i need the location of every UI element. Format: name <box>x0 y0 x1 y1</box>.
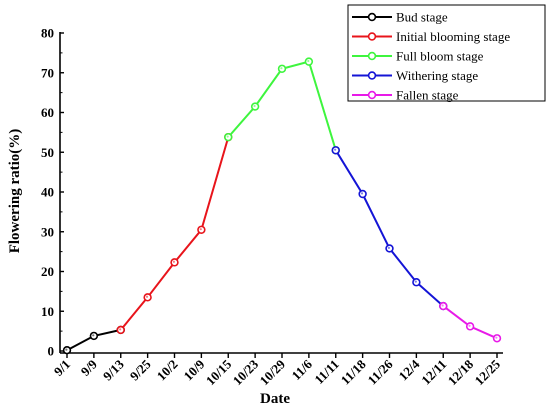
y-axis-title: Flowering ratio(%) <box>7 129 23 254</box>
legend: Bud stage Initial blooming stage Full bloo… <box>347 4 546 103</box>
x-tick-label: 9/9 <box>78 356 101 379</box>
data-point-highlight <box>253 104 256 108</box>
legend-label: Bud stage <box>396 10 448 25</box>
legend-item: Fallen stage <box>352 88 459 103</box>
y-tick-label: 70 <box>41 65 54 80</box>
series-bud-stage <box>62 325 125 355</box>
y-tick-label: 20 <box>41 264 54 279</box>
data-point-highlight <box>226 135 229 138</box>
y-tick-label: 40 <box>41 185 54 200</box>
x-tick-label: 11/11 <box>311 357 342 388</box>
legend-item: Full bloom stage <box>352 49 484 64</box>
legend-swatch-marker <box>367 71 377 80</box>
y-tick-label: 50 <box>41 145 54 160</box>
data-point-highlight <box>360 192 364 195</box>
data-point-highlight <box>387 246 390 249</box>
data-point-highlight <box>280 67 283 70</box>
data-point-highlight <box>414 280 417 283</box>
series-withering-stage <box>331 146 448 311</box>
data-point-highlight <box>172 260 175 263</box>
series-layer <box>62 57 502 355</box>
series-line <box>120 136 230 331</box>
legend-label: Full bloom stage <box>396 49 484 64</box>
y-tick-label: 60 <box>41 105 54 120</box>
data-point-highlight <box>92 334 95 337</box>
x-tick-label: 12/25 <box>472 356 504 388</box>
x-tick-label: 10/15 <box>203 356 235 388</box>
x-axis-title: Date <box>260 391 290 407</box>
x-tick-label: 9/1 <box>51 357 73 379</box>
series-line <box>334 149 444 307</box>
series-line <box>227 60 337 151</box>
data-point-highlight <box>495 336 498 339</box>
data-point-highlight <box>145 295 149 298</box>
y-tick-label: 80 <box>41 26 54 41</box>
x-tick-label: 11/18 <box>338 356 369 387</box>
legend-item: Initial blooming stage <box>352 29 510 44</box>
y-tick-label: 30 <box>41 224 54 239</box>
x-tick-label: 11/6 <box>289 356 316 383</box>
y-tick-label: 10 <box>41 304 54 319</box>
legend-swatch-marker <box>367 12 377 22</box>
data-point-highlight <box>199 228 202 231</box>
legend-label: Fallen stage <box>396 88 459 103</box>
x-tick-label: 10/29 <box>257 356 289 388</box>
series-initial-blooming-stage <box>116 132 233 335</box>
series-full-bloom-stage <box>224 57 340 155</box>
data-point-highlight <box>65 348 68 351</box>
x-tick-label: 10/2 <box>154 357 181 384</box>
legend-swatch-marker <box>367 90 377 100</box>
data-point-highlight <box>441 304 444 307</box>
y-tick-label: 0 <box>48 344 55 359</box>
legend-label: Initial blooming stage <box>396 29 510 44</box>
x-tick-label: 12/11 <box>418 357 449 388</box>
x-tick-label: 10/23 <box>230 356 262 388</box>
x-tick-label: 12/18 <box>445 356 477 388</box>
legend-swatch-marker <box>367 51 377 61</box>
data-point-highlight <box>119 328 122 331</box>
legend-swatch-marker <box>367 32 377 41</box>
x-tick-label: 12/4 <box>396 356 423 383</box>
data-point-highlight <box>307 59 310 63</box>
legend-item: Bud stage <box>352 10 448 25</box>
data-point-highlight <box>334 148 337 151</box>
series-fallen-stage <box>439 301 502 343</box>
data-point-highlight <box>468 324 471 327</box>
legend-box <box>347 4 546 102</box>
legend-label: Withering stage <box>396 68 478 83</box>
legend-item: Withering stage <box>352 68 478 83</box>
x-tick-label: 11/26 <box>365 356 396 387</box>
x-tick-label: 9/25 <box>127 356 154 383</box>
x-tick-label: 9/13 <box>100 356 127 383</box>
